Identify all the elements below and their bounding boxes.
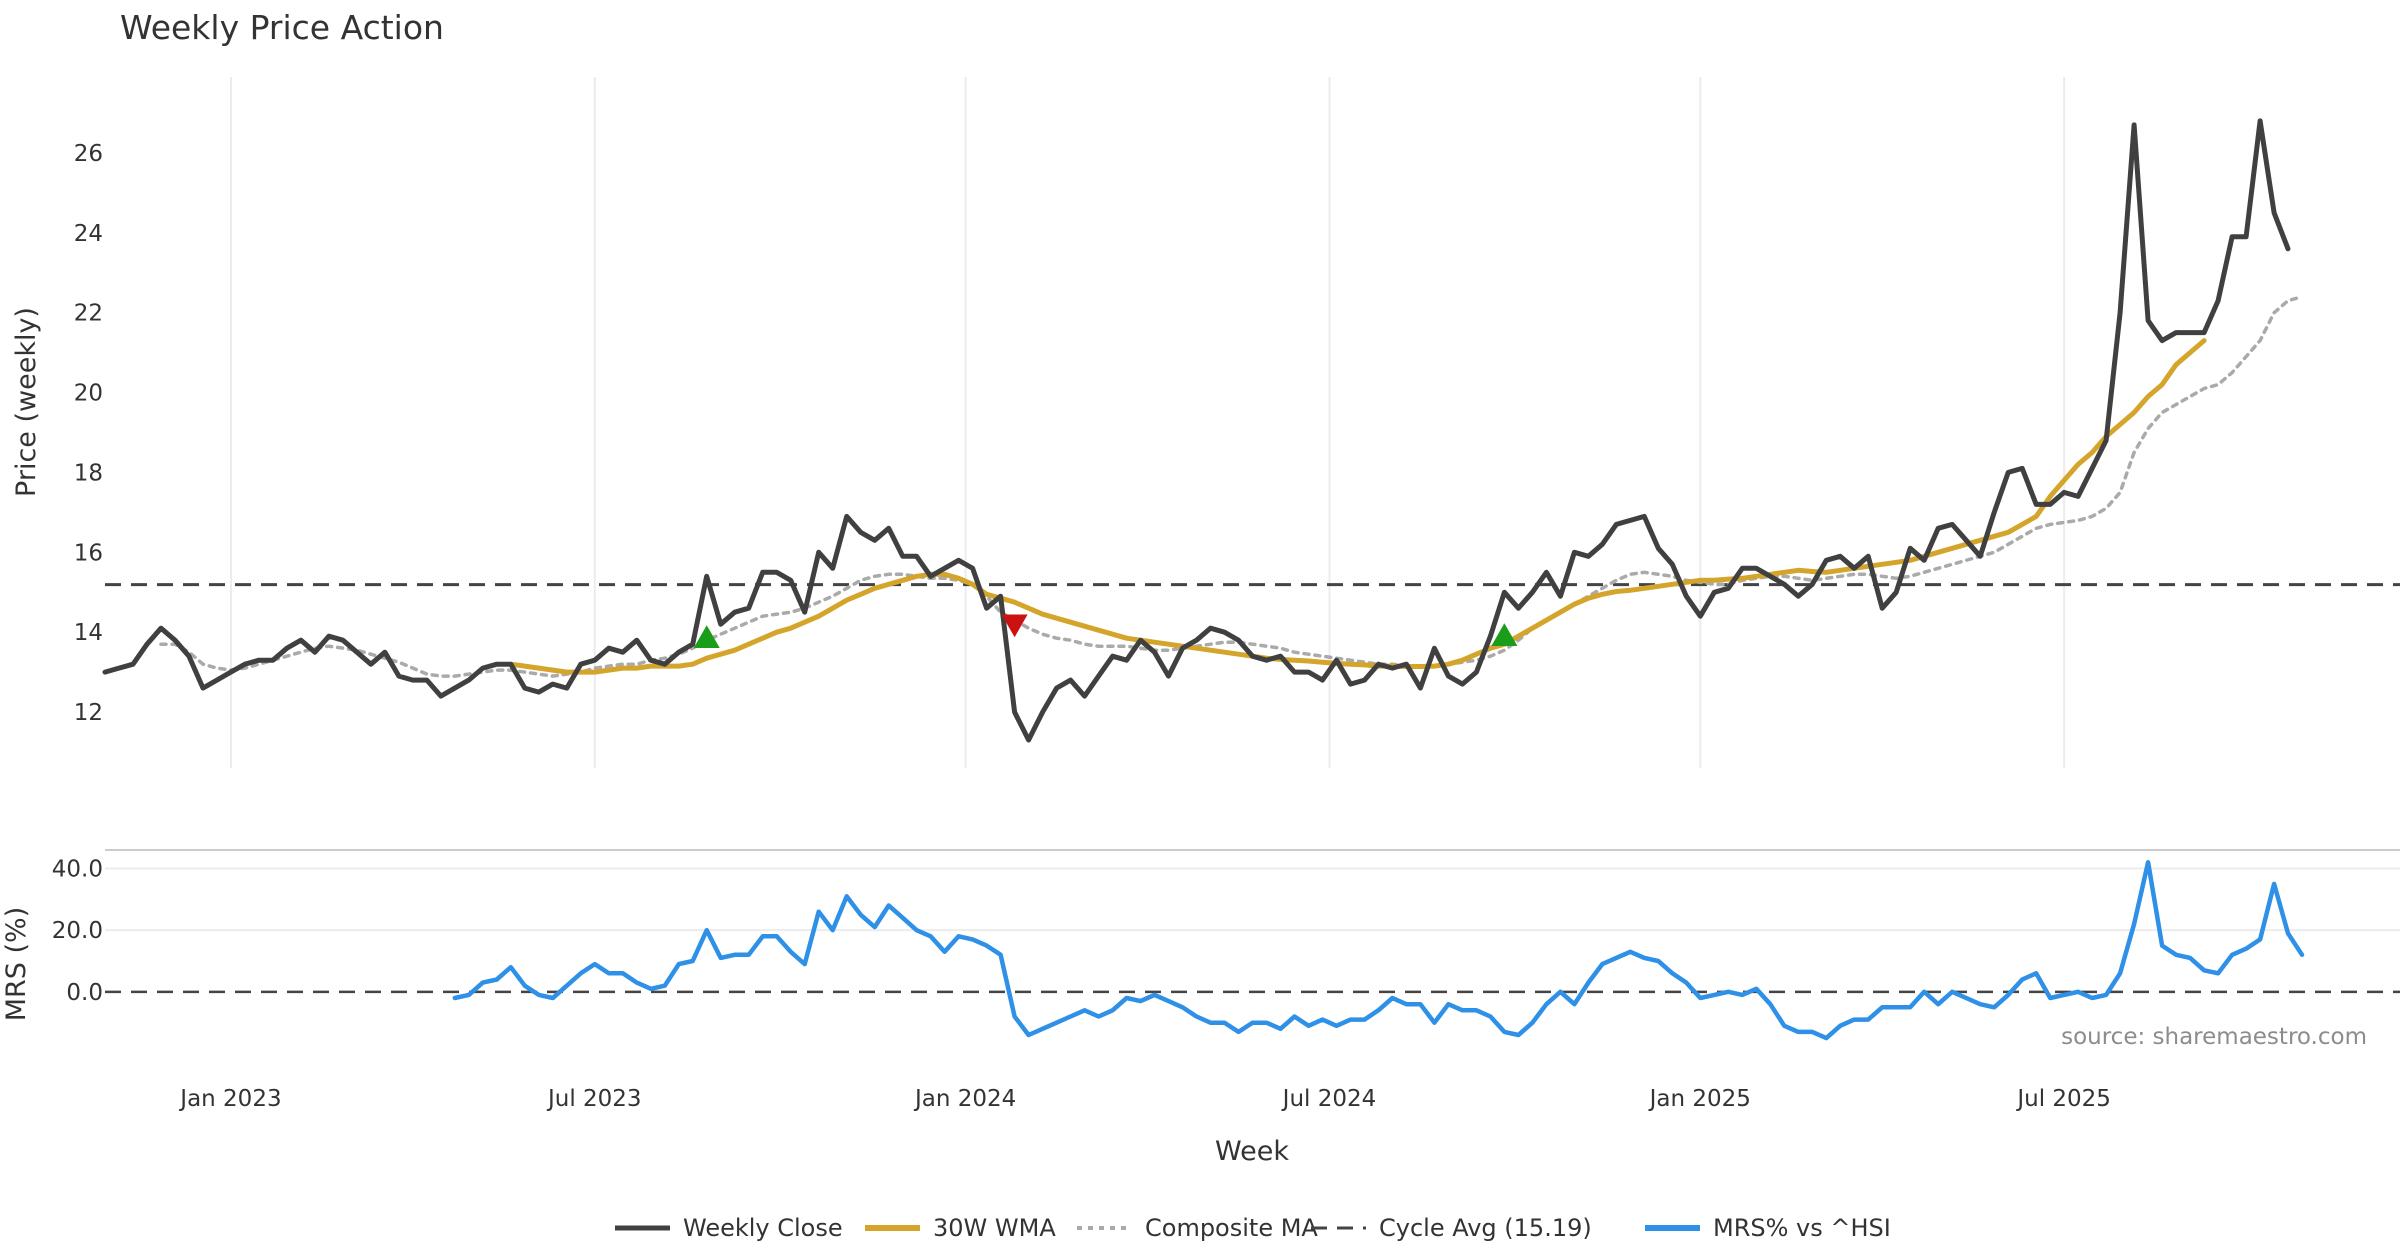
legend-composite-ma-label: Composite MA [1145,1214,1318,1242]
signal-markers [693,614,1518,648]
legend-mrs-label: MRS% vs ^HSI [1713,1214,1891,1242]
legend-composite-ma: Composite MA [1077,1214,1318,1242]
legend-weekly-close: Weekly Close [615,1214,843,1242]
price-y-tick-label: 26 [74,141,103,167]
price-y-tick-label: 14 [74,620,103,646]
x-tick-label: Jan 2023 [178,1086,281,1112]
x-axis-label: Week [1215,1136,1289,1167]
wma-30w-line [508,338,2207,675]
mrs-y-tick-label: 40.0 [52,857,103,883]
x-tick-label: Jul 2024 [1281,1086,1377,1112]
chart-title: Weekly Price Action [120,8,444,47]
buy-signal-marker [1491,623,1518,646]
mrs-axis-label: MRS (%) [1,907,32,1022]
x-tick-label: Jan 2025 [1648,1086,1751,1112]
mrs-y-tick-label: 0.0 [66,980,103,1006]
legend-cycle-avg-label: Cycle Avg (15.19) [1379,1214,1592,1242]
legend-weekly-close-label: Weekly Close [683,1214,843,1242]
price-y-tick-label: 18 [74,460,103,486]
sell-signal-marker [1001,614,1028,638]
buy-signal-marker [693,625,720,648]
price-y-tick-label: 22 [74,301,103,327]
price-y-tick-label: 24 [74,221,103,247]
price-y-tick-label: 12 [74,700,103,726]
source-note: source: sharemaestro.com [2061,1024,2367,1050]
x-tick-label: Jul 2025 [2015,1086,2111,1112]
x-tick-label: Jul 2023 [546,1086,642,1112]
composite-ma-line [159,294,2304,678]
axis-ticks: Jan 2023 Jul 2023 Jan 2024 Jul 2024 Jan 2025… [52,141,2111,1112]
price-y-tick-label: 16 [74,540,103,566]
legend: Weekly Close 30W WMA Composite MA Cycle Avg… [615,1214,1891,1242]
reference-lines [105,583,2400,994]
series-layer [102,118,2305,1041]
legend-mrs: MRS% vs ^HSI [1645,1214,1891,1242]
mrs-y-tick-label: 20.0 [52,918,103,944]
mrs-line [452,860,2305,1041]
price-y-tick-label: 20 [74,381,103,407]
price-axis-label: Price (weekly) [11,307,42,497]
legend-wma-label: 30W WMA [933,1214,1056,1242]
legend-cycle-avg: Cycle Avg (15.19) [1311,1214,1592,1242]
x-tick-label: Jan 2024 [913,1086,1016,1112]
legend-wma: 30W WMA [865,1214,1056,1242]
weekly-close-line [102,118,2291,743]
grid [105,77,2400,932]
